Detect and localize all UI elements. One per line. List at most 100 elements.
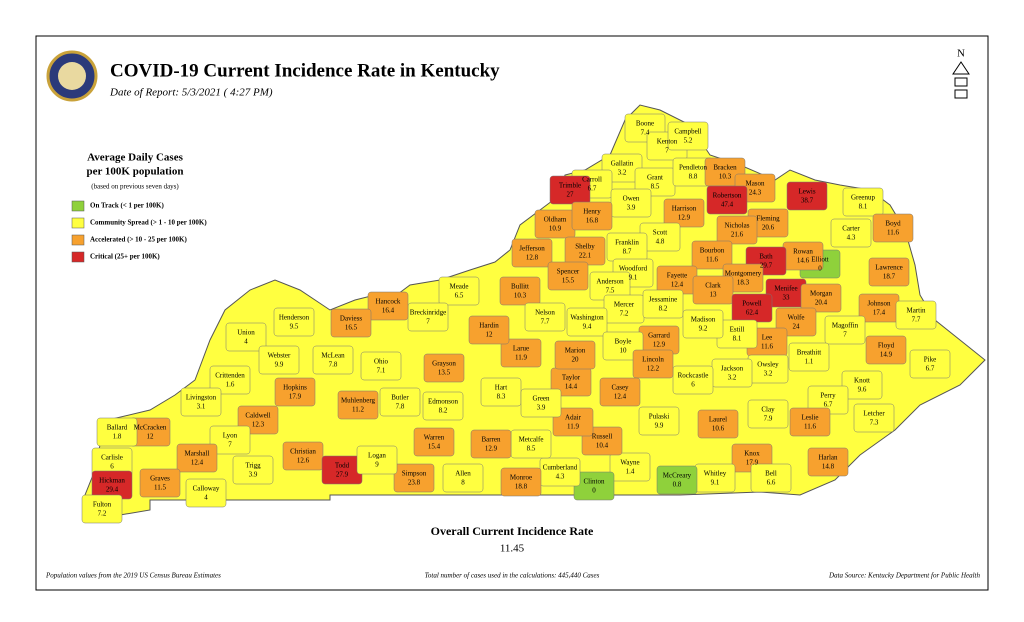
county-shapes: [81, 113, 951, 524]
county-name: Henderson: [279, 314, 310, 322]
county-name: Livingston: [186, 394, 217, 402]
county: [337, 390, 379, 420]
county-value: 33: [783, 294, 791, 302]
county-value: 8.3: [497, 393, 506, 401]
county: [547, 261, 589, 291]
county-name: Fulton: [93, 501, 112, 509]
county: [96, 417, 138, 447]
county-name: Bell: [765, 470, 777, 478]
county: [750, 463, 792, 493]
county-name: Barren: [481, 436, 501, 444]
county-name: Allen: [455, 470, 471, 478]
legend-note: (based on previous seven days): [91, 183, 179, 191]
county: [81, 494, 123, 524]
county-name: Webster: [268, 352, 291, 360]
county: [872, 213, 914, 243]
county: [663, 198, 705, 228]
county-value: 9.9: [655, 422, 664, 430]
county-value: 12.9: [653, 341, 666, 349]
county-value: 7.5: [606, 287, 615, 295]
overall-value: 11.45: [500, 543, 525, 555]
county: [682, 309, 724, 339]
county-name: Spencer: [557, 268, 580, 276]
county-value: 6: [691, 381, 695, 389]
county: [716, 215, 758, 245]
county: [786, 181, 828, 211]
county-value: 11.6: [887, 229, 899, 237]
north-arrow: N: [952, 48, 970, 99]
county-value: 7.8: [329, 361, 338, 369]
county-name: Russell: [592, 433, 613, 441]
county: [571, 201, 613, 231]
county-value: 9: [375, 461, 379, 469]
county-value: 10.4: [596, 442, 609, 450]
county-name: Owen: [623, 195, 640, 203]
county-name: Boyle: [615, 338, 632, 346]
county: [692, 275, 734, 305]
county: [638, 406, 680, 436]
county-value: 11.6: [761, 343, 773, 351]
county-name: Crittenden: [215, 372, 245, 380]
county-name: Grant: [647, 174, 663, 182]
legend-label: Accelerated (> 10 - 25 per 100K): [90, 236, 187, 244]
county-name: Marshall: [185, 450, 210, 458]
county-value: 8.5: [651, 183, 660, 191]
county-name: Montgomery: [725, 270, 762, 278]
county-value: 18.7: [883, 273, 896, 281]
county: [413, 427, 455, 457]
county-name: Owsley: [757, 361, 779, 369]
county-name: Warren: [424, 434, 445, 442]
county-name: Fleming: [756, 215, 780, 223]
county-value: 20: [572, 356, 580, 364]
county: [282, 441, 324, 471]
county-value: 7.2: [98, 510, 107, 518]
county-value: 18.3: [737, 279, 750, 287]
county-name: Shelby: [575, 243, 595, 251]
county-value: 7.7: [912, 316, 921, 324]
county-name: Letcher: [863, 410, 885, 418]
county-name: Ballard: [107, 424, 128, 432]
county-name: Oldham: [544, 216, 567, 224]
county: [807, 447, 849, 477]
county-value: 12: [486, 331, 494, 339]
county-name: Caldwell: [245, 412, 270, 420]
county: [438, 276, 480, 306]
county-name: Harrison: [672, 205, 697, 213]
county-name: Trigg: [245, 462, 261, 470]
overall-label: Overall Current Incidence Rate: [431, 524, 594, 538]
county-value: 6.5: [455, 292, 464, 300]
county-name: Calloway: [193, 485, 220, 493]
county: [442, 463, 484, 493]
county-value: 12.6: [297, 457, 310, 465]
county: [468, 315, 510, 345]
county-name: Butler: [391, 394, 409, 402]
footer-right: Data Source: Kentucky Department for Pub…: [828, 572, 980, 580]
county: [330, 308, 372, 338]
county-value: 12.2: [647, 365, 660, 373]
county-value: 12.3: [252, 421, 265, 429]
county-name: Pike: [924, 356, 936, 364]
county-name: Floyd: [878, 342, 895, 350]
county-name: Carter: [842, 225, 860, 233]
county-name: Greenup: [851, 194, 876, 202]
county-value: 10: [620, 347, 628, 355]
county: [642, 289, 684, 319]
county-value: 3.9: [537, 404, 546, 412]
legend-swatch: [71, 200, 85, 212]
county-value: 11.9: [515, 354, 527, 362]
county-name: Rowan: [793, 248, 813, 256]
county-name: Clay: [761, 406, 775, 414]
county-value: 18.8: [515, 483, 528, 491]
county-name: Lyon: [223, 432, 238, 440]
county-value: 4.3: [556, 473, 565, 481]
county-name: Simpson: [402, 470, 427, 478]
county-value: 10.3: [514, 292, 527, 300]
county-value: 3.9: [627, 204, 636, 212]
county-name: Johnson: [868, 300, 891, 308]
county-value: 11.6: [804, 423, 816, 431]
county-value: 6.7: [926, 365, 935, 373]
county-name: Franklin: [615, 239, 639, 247]
county-value: 14.4: [565, 383, 578, 391]
county-name: Logan: [368, 452, 386, 460]
